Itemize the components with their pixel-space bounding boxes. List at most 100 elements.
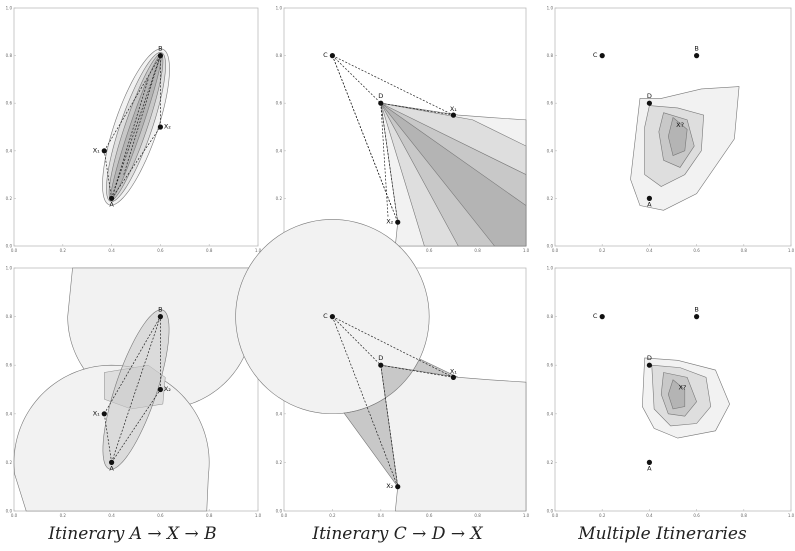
y-tick-label: 0.0 bbox=[6, 244, 13, 249]
point-label-d: D bbox=[647, 354, 652, 362]
point-label-d: D bbox=[378, 354, 383, 362]
route-segment bbox=[332, 316, 382, 366]
x-tick-label: 0.8 bbox=[741, 248, 748, 253]
y-tick-label: 0.0 bbox=[6, 509, 13, 514]
x-tick-label: 0.6 bbox=[426, 513, 433, 518]
x-tick-label: 1.0 bbox=[523, 513, 530, 518]
point-label-d: D bbox=[378, 92, 383, 100]
caption-itinerary-cdx: Itinerary C → D → X bbox=[312, 524, 483, 544]
point-b bbox=[157, 53, 163, 59]
point-label-c: C bbox=[593, 51, 598, 59]
point-label-c: C bbox=[323, 51, 328, 59]
point-label-x1: X₁ bbox=[93, 146, 100, 154]
y-tick-label: 1.0 bbox=[547, 266, 554, 271]
point-label-x2: X₂ bbox=[164, 385, 171, 393]
point-label-b: B bbox=[694, 306, 698, 314]
point-a bbox=[646, 459, 653, 465]
x-tick-label: 0.2 bbox=[60, 513, 67, 518]
overlap-region bbox=[343, 358, 459, 487]
x-tick-label: 0.8 bbox=[206, 248, 213, 253]
point-a bbox=[109, 459, 115, 465]
plot-frame bbox=[554, 267, 792, 512]
point-x1 bbox=[450, 112, 456, 118]
point-label-b: B bbox=[158, 306, 162, 314]
point-x2 bbox=[395, 484, 401, 490]
point-b bbox=[694, 314, 700, 320]
x-tick-label: 0.0 bbox=[11, 513, 18, 518]
x-tick-label: 0.6 bbox=[693, 513, 700, 518]
point-label-x1: X₁ bbox=[93, 409, 100, 417]
x-tick-label: 0.0 bbox=[552, 513, 559, 518]
route-segment bbox=[103, 413, 112, 463]
y-tick-label: 0.0 bbox=[547, 509, 554, 514]
y-tick-label: 0.2 bbox=[547, 196, 554, 201]
panel-multi-bottom: 0.00.0 0.2 0.2 0.4 0.4 0.6 0.6 0.8 0.8 1.0 1.0 C B D A… bbox=[547, 266, 795, 519]
point-x1 bbox=[450, 374, 456, 380]
point-d bbox=[378, 100, 384, 106]
x-tick-label: 0.8 bbox=[206, 513, 213, 518]
route-segment bbox=[380, 103, 389, 218]
point-x2 bbox=[395, 219, 401, 225]
route-segment bbox=[332, 55, 394, 211]
y-tick-label: 0.0 bbox=[276, 509, 283, 514]
y-tick-label: 0.8 bbox=[547, 314, 554, 319]
y-tick-label: 0.4 bbox=[276, 411, 283, 416]
x-tick-label: 0.0 bbox=[552, 248, 559, 253]
route-segment bbox=[380, 102, 454, 116]
route-segment bbox=[111, 79, 149, 199]
y-tick-label: 0.6 bbox=[547, 101, 554, 106]
y-tick-label: 0.6 bbox=[547, 363, 554, 368]
x-tick-label: 0.6 bbox=[157, 248, 164, 253]
route-segment bbox=[332, 316, 399, 487]
x-tick-label: 0.0 bbox=[11, 248, 18, 253]
point-label-x1: X₁ bbox=[450, 105, 457, 113]
route-segment bbox=[332, 55, 382, 104]
point-b bbox=[694, 53, 700, 59]
point-label-a: A bbox=[109, 200, 114, 208]
route-segment bbox=[103, 316, 161, 414]
panel-cdx-bottom: 0.00.0 0.2 0.2 0.4 0.4 0.6 0.6 0.8 0.8 1.0 1.0 C D X₁… bbox=[235, 219, 530, 518]
route-segment bbox=[380, 364, 454, 378]
y-tick-label: 0.2 bbox=[6, 460, 13, 465]
x-tick-label: 0.2 bbox=[60, 248, 67, 253]
y-tick-label: 0.8 bbox=[547, 53, 554, 58]
point-label-x2: X₂ bbox=[386, 218, 393, 226]
y-tick-label: 0.8 bbox=[276, 53, 283, 58]
x-tick-label: 0.4 bbox=[108, 248, 115, 253]
y-tick-label: 0.4 bbox=[6, 148, 13, 153]
point-label-x2: X₂ bbox=[164, 123, 171, 131]
caption-multiple-itineraries: Multiple Itineraries bbox=[578, 524, 747, 544]
point-label-b: B bbox=[158, 45, 162, 53]
y-tick-label: 1.0 bbox=[276, 6, 283, 11]
point-x1 bbox=[101, 411, 107, 417]
caption-itinerary-axb: Itinerary A → X → B bbox=[48, 524, 217, 544]
y-tick-label: 1.0 bbox=[6, 266, 13, 271]
x-tick-label: 0.4 bbox=[646, 248, 653, 253]
y-tick-label: 0.0 bbox=[547, 244, 554, 249]
x-tick-label: 0.6 bbox=[693, 248, 700, 253]
point-label-xq: X? bbox=[678, 384, 686, 392]
route-segment bbox=[103, 150, 112, 199]
route-segment bbox=[123, 55, 161, 175]
point-label-b: B bbox=[694, 45, 698, 53]
panel-multi-top: 0.00.0 0.2 0.2 0.4 0.4 0.6 0.6 0.8 0.8 1.0 1.0 C B D A… bbox=[547, 6, 795, 254]
route-segment bbox=[332, 55, 454, 116]
x-tick-label: 0.4 bbox=[646, 513, 653, 518]
x-tick-label: 0.2 bbox=[599, 248, 606, 253]
point-label-a: A bbox=[647, 200, 652, 208]
y-tick-label: 1.0 bbox=[547, 6, 554, 11]
point-label-a: A bbox=[109, 464, 114, 472]
point-c bbox=[599, 314, 605, 320]
x-tick-label: 1.0 bbox=[255, 248, 262, 253]
x-tick-label: 1.0 bbox=[788, 513, 795, 518]
point-c bbox=[329, 314, 335, 320]
y-tick-label: 0.8 bbox=[6, 53, 13, 58]
point-label-c: C bbox=[593, 312, 598, 320]
y-tick-label: 0.4 bbox=[547, 411, 554, 416]
route-segment bbox=[111, 126, 161, 199]
y-tick-label: 0.2 bbox=[276, 460, 283, 465]
point-a bbox=[646, 195, 653, 201]
fan-region-4 bbox=[380, 102, 527, 247]
x-tick-label: 0.2 bbox=[599, 513, 606, 518]
y-tick-label: 0.2 bbox=[547, 460, 554, 465]
